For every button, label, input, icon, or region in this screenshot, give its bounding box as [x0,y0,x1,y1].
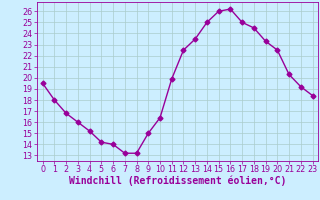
X-axis label: Windchill (Refroidissement éolien,°C): Windchill (Refroidissement éolien,°C) [69,176,286,186]
